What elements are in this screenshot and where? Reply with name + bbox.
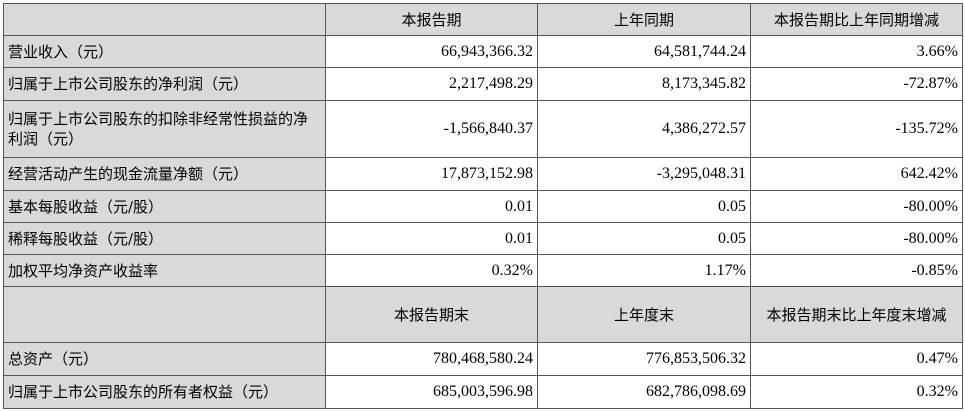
value-cell: -1,566,840.37	[325, 100, 538, 158]
value-cell: -72.87%	[750, 67, 963, 101]
column-header	[3, 3, 326, 36]
value-cell: 4,386,272.57	[537, 100, 751, 158]
value-cell: -3,295,048.31	[537, 157, 751, 191]
value-cell: 780,468,580.24	[325, 342, 538, 376]
row-label: 经营活动产生的现金流量净额（元）	[3, 157, 326, 191]
column-header: 上年度末	[537, 286, 751, 343]
column-header: 本报告期	[325, 3, 538, 36]
table-row: 归属于上市公司股东的净利润（元） 2,217,498.29 8,173,345.82…	[3, 67, 963, 101]
row-label: 营业收入（元）	[3, 35, 326, 68]
value-cell: 17,873,152.98	[325, 157, 538, 191]
value-cell: -80.00%	[750, 222, 963, 255]
value-cell: 0.05	[537, 190, 751, 223]
value-cell: 685,003,596.98	[325, 375, 538, 409]
value-cell: 66,943,366.32	[325, 35, 538, 68]
table-row: 经营活动产生的现金流量净额（元） 17,873,152.98 -3,295,048.…	[3, 157, 963, 191]
column-header: 上年同期	[537, 3, 751, 36]
table-row: 归属于上市公司股东的扣除非经常性损益的净利润（元） -1,566,840.37 4,…	[3, 100, 963, 158]
value-cell: 0.05	[537, 222, 751, 255]
table-row: 营业收入（元） 66,943,366.32 64,581,744.24 3.66%	[3, 35, 963, 68]
financial-table: 本报告期 上年同期 本报告期比上年同期增减 营业收入（元） 66,943,366.32 6…	[3, 3, 963, 409]
column-header	[3, 286, 326, 343]
column-header: 本报告期比上年同期增减	[750, 3, 963, 36]
column-header: 本报告期末	[325, 286, 538, 343]
value-cell: -80.00%	[750, 190, 963, 223]
header-row: 本报告期 上年同期 本报告期比上年同期增减	[3, 3, 963, 36]
table-row: 稀释每股收益（元/股） 0.01 0.05 -80.00%	[3, 222, 963, 255]
table-row: 加权平均净资产收益率 0.32% 1.17% -0.85%	[3, 254, 963, 287]
value-cell: 3.66%	[750, 35, 963, 68]
value-cell: 0.32%	[750, 375, 963, 409]
row-label: 稀释每股收益（元/股）	[3, 222, 326, 255]
value-cell: 2,217,498.29	[325, 67, 538, 101]
value-cell: -135.72%	[750, 100, 963, 158]
row-label: 基本每股收益（元/股）	[3, 190, 326, 223]
table-row: 基本每股收益（元/股） 0.01 0.05 -80.00%	[3, 190, 963, 223]
value-cell: 8,173,345.82	[537, 67, 751, 101]
value-cell: 642.42%	[750, 157, 963, 191]
row-label: 归属于上市公司股东的扣除非经常性损益的净利润（元）	[3, 100, 326, 158]
value-cell: 64,581,744.24	[537, 35, 751, 68]
row-label: 归属于上市公司股东的所有者权益（元）	[3, 375, 326, 409]
header-row: 本报告期末 上年度末 本报告期末比上年度末增减	[3, 286, 963, 343]
table-row: 总资产（元） 780,468,580.24 776,853,506.32 0.47%	[3, 342, 963, 376]
row-label: 加权平均净资产收益率	[3, 254, 326, 287]
row-label: 归属于上市公司股东的净利润（元）	[3, 67, 326, 101]
value-cell: 1.17%	[537, 254, 751, 287]
value-cell: -0.85%	[750, 254, 963, 287]
table-row: 归属于上市公司股东的所有者权益（元） 685,003,596.98 682,786,…	[3, 375, 963, 409]
value-cell: 0.01	[325, 222, 538, 255]
value-cell: 682,786,098.69	[537, 375, 751, 409]
value-cell: 0.47%	[750, 342, 963, 376]
value-cell: 0.32%	[325, 254, 538, 287]
value-cell: 0.01	[325, 190, 538, 223]
column-header: 本报告期末比上年度末增减	[750, 286, 963, 343]
row-label: 总资产（元）	[3, 342, 326, 376]
value-cell: 776,853,506.32	[537, 342, 751, 376]
